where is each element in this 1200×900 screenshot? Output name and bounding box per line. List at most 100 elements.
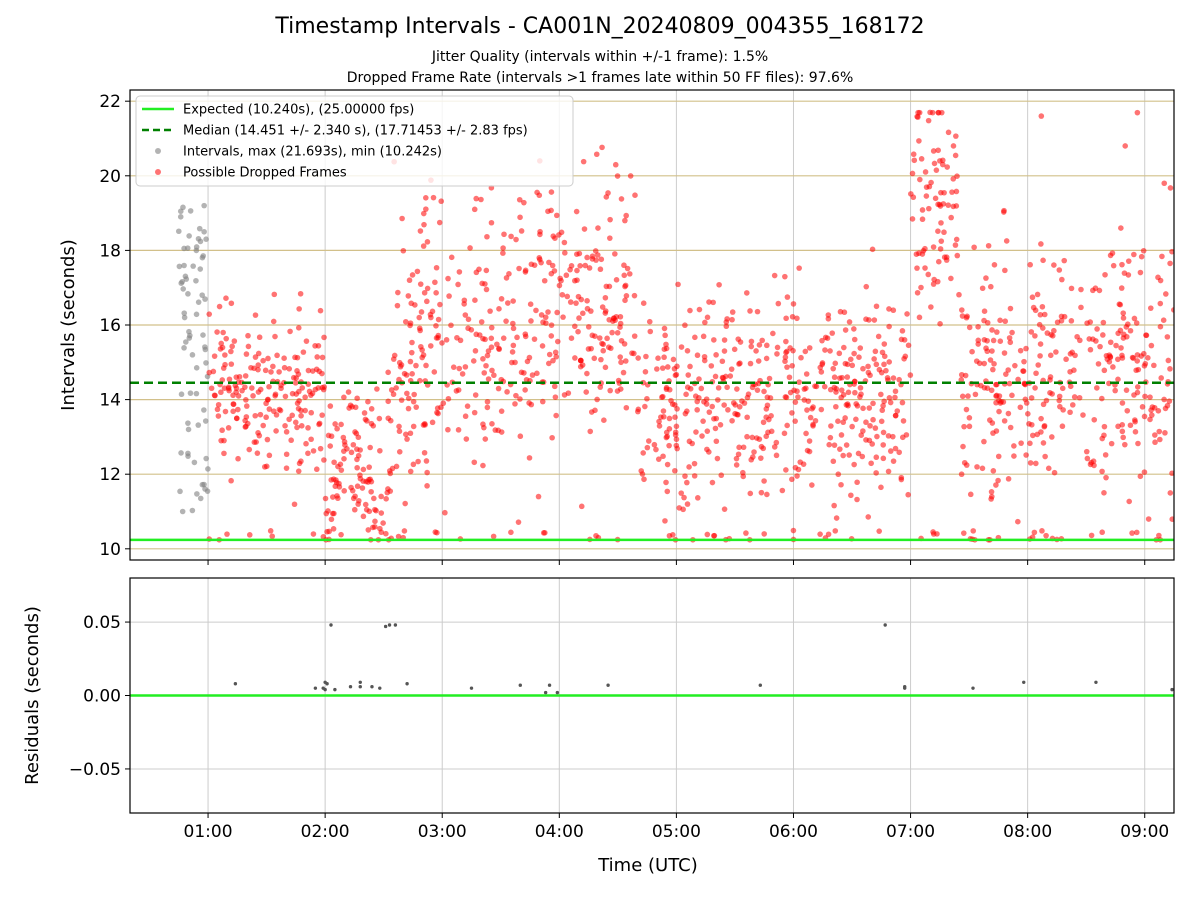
dropped-frame-point — [798, 354, 804, 361]
dropped-frame-point — [735, 411, 741, 418]
intervals-panel: 10 12 14 16 18 20 22 Intervals (seconds) Expecte… — [58, 89, 1175, 565]
dropped-frame-point — [420, 243, 427, 249]
dropped-frame-point — [847, 356, 854, 363]
dropped-frame-point — [214, 329, 220, 335]
dropped-frame-point — [1103, 474, 1109, 481]
dropped-frame-point — [295, 468, 302, 474]
dropped-frame-point — [682, 473, 688, 479]
dropped-frame-point — [894, 408, 901, 414]
dropped-frame-point — [715, 397, 721, 403]
dropped-frame-point — [1040, 257, 1046, 264]
dropped-frame-point — [589, 332, 596, 339]
dropped-frame-point — [966, 324, 973, 331]
dropped-frame-point — [402, 318, 409, 325]
dropped-frame-point — [321, 384, 327, 390]
dropped-frame-point — [1011, 453, 1017, 459]
dropped-frame-point — [624, 265, 631, 272]
interval-point — [177, 488, 183, 495]
dropped-frame-point — [792, 418, 798, 424]
dropped-frame-point — [661, 346, 668, 352]
dropped-frame-point — [643, 353, 649, 360]
dropped-frame-point — [696, 376, 702, 382]
dropped-frame-point — [1023, 452, 1029, 458]
dropped-frame-point — [387, 470, 394, 477]
interval-point — [187, 390, 194, 396]
dropped-frame-point — [729, 309, 736, 315]
interval-point — [178, 450, 184, 456]
dropped-frame-point — [434, 405, 441, 411]
dropped-frame-point — [981, 308, 988, 315]
dropped-frame-point — [991, 361, 997, 367]
dropped-frame-point — [745, 391, 752, 397]
dropped-frame-point — [878, 369, 885, 376]
dropped-frame-point — [666, 532, 673, 539]
dropped-frame-point — [822, 347, 828, 353]
dropped-frame-point — [271, 291, 278, 298]
dropped-frame-point — [435, 410, 441, 417]
dropped-frame-point — [373, 507, 379, 514]
dropped-frame-point — [870, 416, 876, 423]
dropped-frame-point — [433, 323, 439, 329]
dropped-frame-point — [362, 501, 369, 508]
dropped-frame-point — [611, 315, 617, 322]
dropped-frame-point — [367, 444, 373, 451]
dropped-frame-point — [482, 281, 488, 287]
dropped-frame-point — [833, 403, 839, 410]
dropped-frame-point — [673, 423, 680, 430]
dropped-frame-point — [248, 364, 254, 371]
dropped-frame-rate-subtitle: Dropped Frame Rate (intervals >1 frames … — [346, 70, 854, 86]
residual-point — [233, 682, 238, 686]
dropped-frame-point — [484, 398, 491, 405]
dropped-frame-point — [735, 336, 742, 342]
dropped-frame-point — [1056, 393, 1063, 400]
dropped-frame-point — [857, 394, 863, 400]
dropped-frame-point — [572, 355, 578, 361]
dropped-frame-point — [394, 302, 401, 309]
interval-point — [202, 296, 208, 302]
dropped-frame-point — [384, 489, 391, 496]
dropped-frame-point — [1023, 345, 1029, 352]
dropped-frame-point — [494, 341, 500, 348]
dropped-frame-point — [1084, 320, 1090, 326]
dropped-frame-point — [219, 427, 225, 434]
dropped-frame-point — [503, 275, 510, 281]
dropped-frame-point — [1169, 248, 1174, 255]
dropped-frame-point — [854, 479, 860, 486]
y-tick-label: 20 — [99, 167, 121, 187]
dropped-frame-point — [560, 314, 566, 320]
dropped-frame-point — [883, 367, 889, 374]
dropped-frame-point — [1149, 412, 1155, 418]
dropped-frame-point — [326, 528, 332, 535]
dropped-frame-point — [1022, 396, 1029, 403]
dropped-frame-point — [758, 443, 765, 450]
dropped-frame-point — [846, 452, 852, 458]
dropped-frame-point — [218, 340, 225, 347]
dropped-frame-point — [880, 442, 887, 448]
dropped-frame-point — [795, 394, 801, 400]
dropped-frame-point — [1134, 109, 1141, 116]
dropped-frame-point — [1126, 498, 1132, 505]
dropped-frame-point — [819, 361, 826, 368]
dropped-frame-point — [456, 269, 463, 275]
dropped-frame-point — [892, 445, 899, 452]
dropped-frame-point — [907, 372, 914, 378]
dropped-frame-point — [970, 528, 977, 534]
dropped-frame-point — [1074, 333, 1080, 340]
x-tick-label: 07:00 — [886, 822, 935, 842]
dropped-frame-point — [568, 335, 575, 341]
dropped-frame-point — [825, 531, 832, 538]
dropped-frame-point — [1001, 207, 1007, 214]
dropped-frame-point — [1145, 355, 1151, 361]
dropped-frame-point — [622, 283, 628, 290]
dropped-frame-point — [1039, 303, 1046, 310]
dropped-frame-point — [733, 462, 740, 468]
dropped-frame-point — [783, 349, 789, 356]
dropped-frame-point — [537, 231, 543, 238]
dropped-frame-point — [243, 423, 249, 430]
dropped-frame-point — [863, 283, 870, 290]
dropped-frame-point — [281, 355, 287, 362]
dropped-frame-point — [1167, 366, 1173, 372]
dropped-frame-point — [1101, 423, 1108, 430]
dropped-frame-point — [1102, 271, 1108, 278]
